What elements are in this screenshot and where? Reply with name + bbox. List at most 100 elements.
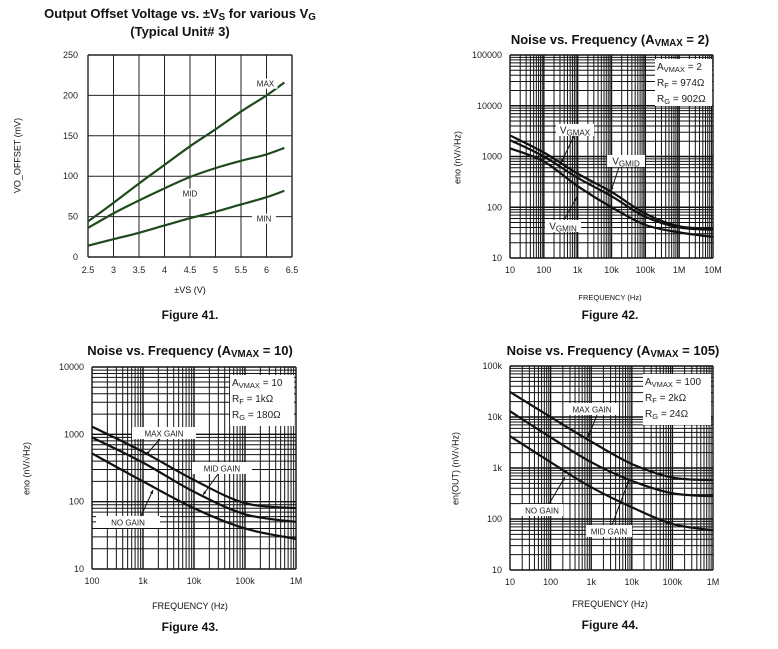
fig44-series-mid-gain	[509, 410, 714, 498]
fig42-callout-sub: GMID	[619, 160, 640, 169]
fig41-title-mid: for various V	[225, 6, 309, 21]
fig44-legend-main: A	[645, 377, 652, 388]
fig42-callout-arrow	[560, 135, 575, 164]
fig42-callout-bg	[607, 155, 645, 167]
fig42-legend-value: = 902Ω	[670, 94, 706, 105]
fig43-legend-item: AVMAX = 10	[232, 378, 283, 390]
fig41-series-min	[87, 189, 285, 247]
fig43-legend-sub: G	[239, 413, 245, 422]
fig41-ytick-label: 100	[63, 171, 78, 181]
fig42-legend-item: AVMAX = 2	[657, 62, 702, 74]
fig44-title: Noise vs. Frequency (AVMAX = 105)	[458, 343, 768, 360]
fig41-title-sub-s: S	[218, 12, 226, 23]
fig43-xtick-label: 100k	[235, 576, 255, 586]
fig44-callout-label: NO GAIN	[525, 507, 559, 516]
fig42-callout-main: V	[549, 222, 556, 233]
fig43-callout-bg	[96, 516, 160, 528]
fig43-title: Noise vs. Frequency (AVMAX = 10)	[40, 344, 340, 360]
fig44-ytick-label: 1k	[492, 463, 502, 473]
fig43-callout-label: MAX GAIN	[144, 430, 183, 439]
fig42-title-text: Noise vs. Frequency (A	[510, 32, 655, 47]
fig41-series-label: MAX	[257, 80, 275, 89]
fig43-xtick-label: 1k	[138, 576, 148, 586]
fig44-xtick-label: 1M	[707, 577, 720, 587]
fig44-callout-bg	[521, 504, 563, 516]
fig43-legend-value: = 10	[260, 378, 283, 389]
fig43-ytick-label: 10	[74, 564, 84, 574]
fig41-series-max	[87, 81, 285, 223]
fig41-xlabel: ±VS (V)	[174, 285, 206, 295]
fig42-callout-bg	[556, 124, 594, 136]
fig41-ytick-label: 200	[63, 90, 78, 100]
fig41-title-sub-g: G	[308, 12, 316, 23]
fig43-callout-bg	[132, 427, 196, 439]
fig44-title-text: Noise vs. Frequency (A	[506, 343, 651, 358]
fig42-callout-label: VGMAX	[560, 126, 591, 138]
fig41-xtick-label: 4	[162, 265, 167, 275]
fig42-caption: Figure 42.	[581, 308, 639, 322]
fig42-series-vgmid	[509, 139, 714, 231]
fig42-title-sub: VMAX	[654, 38, 683, 49]
fig41-xtick-label: 5.5	[235, 265, 248, 275]
fig44-callout-arrowhead	[587, 433, 591, 437]
fig44-legend-value: = 24Ω	[658, 409, 689, 420]
fig42-xtick-label: 1M	[673, 265, 686, 275]
fig41-xtick-label: 4.5	[184, 265, 197, 275]
fig43-caption: Figure 43.	[161, 620, 219, 634]
fig42-legend-item: RF = 974Ω	[657, 78, 705, 90]
fig44-series-no-gain	[509, 435, 714, 532]
fig42-legend-box	[655, 59, 712, 106]
fig42-xtick-label: 10k	[604, 265, 619, 275]
fig41-ytick-label: 250	[63, 50, 78, 60]
fig42-ytick-label: 10000	[477, 101, 502, 111]
fig44-xtick-label: 1k	[586, 577, 596, 587]
fig42-legend-sub: F	[664, 81, 669, 90]
fig42-callout-sub: GMIN	[556, 225, 577, 234]
fig41-xtick-label: 3	[111, 265, 116, 275]
fig42-xtick-label: 100k	[636, 265, 656, 275]
fig43-xlabel: FREQUENCY (Hz)	[152, 601, 228, 611]
fig43-callout-arrowhead	[146, 451, 150, 455]
fig41-xtick-label: 3.5	[133, 265, 146, 275]
fig44-legend-item: AVMAX = 100	[645, 377, 701, 389]
fig42-ytick-label: 100	[487, 202, 502, 212]
fig43-series-mid-gain	[91, 436, 297, 524]
fig43-series-no-gain	[91, 452, 297, 540]
fig42-callout-main: V	[560, 126, 567, 137]
fig42-legend-main: R	[657, 94, 664, 105]
fig43-legend-main: R	[232, 394, 239, 405]
fig41-label-bg	[178, 188, 202, 199]
fig42-callout-arrow	[563, 196, 578, 221]
fig43-callout-arrow	[140, 489, 154, 517]
fig42-xtick-label: 10	[505, 265, 515, 275]
fig42-callout-bg	[545, 220, 581, 232]
fig43-callout-arrowhead	[203, 491, 207, 495]
fig42-ytick-label: 100000	[472, 50, 502, 60]
fig43-callout-label: NO GAIN	[111, 519, 145, 528]
fig41-plot: 2.5 3 3.5 4 4.5 5 5.5 6 6.5 0 50 100 150 200 250 MAX MID…	[63, 50, 298, 275]
fig44-legend-value: = 2kΩ	[657, 393, 687, 404]
fig41-ytick-label: 150	[63, 131, 78, 141]
fig41-title-line2: (Typical Unit# 3)	[130, 24, 230, 39]
fig44-ylabel: en(OUT) (nV/√Hz)	[450, 432, 461, 505]
fig43-title-sub: VMAX	[231, 349, 260, 360]
fig44-callout-label: MID GAIN	[591, 528, 628, 537]
fig42-title: Noise vs. Frequency (AVMAX = 2)	[460, 32, 760, 49]
fig42-xtick-label: 100	[536, 265, 551, 275]
fig41-caption: Figure 41.	[161, 308, 219, 322]
fig44-callout-bg	[586, 525, 632, 537]
fig43-legend-main: R	[232, 410, 239, 421]
fig44-xtick-label: 100	[543, 577, 558, 587]
fig42-xtick-label: 1k	[573, 265, 583, 275]
fig43-series-max-gain	[91, 425, 297, 510]
fig44-callout-arrow	[587, 414, 598, 438]
fig41-ytick-label: 0	[73, 252, 78, 262]
fig43-callout-arrowhead	[150, 490, 153, 494]
fig41-series-label: MID	[183, 190, 198, 199]
fig41-xtick-label: 2.5	[82, 265, 95, 275]
fig43-xtick-label: 100	[84, 576, 99, 586]
fig43-legend-value: = 1kΩ	[244, 394, 274, 405]
fig44-xtick-label: 10k	[625, 577, 640, 587]
fig42-callout-label: VGMIN	[549, 222, 577, 234]
fig44-legend-item: RG = 24Ω	[645, 409, 689, 421]
